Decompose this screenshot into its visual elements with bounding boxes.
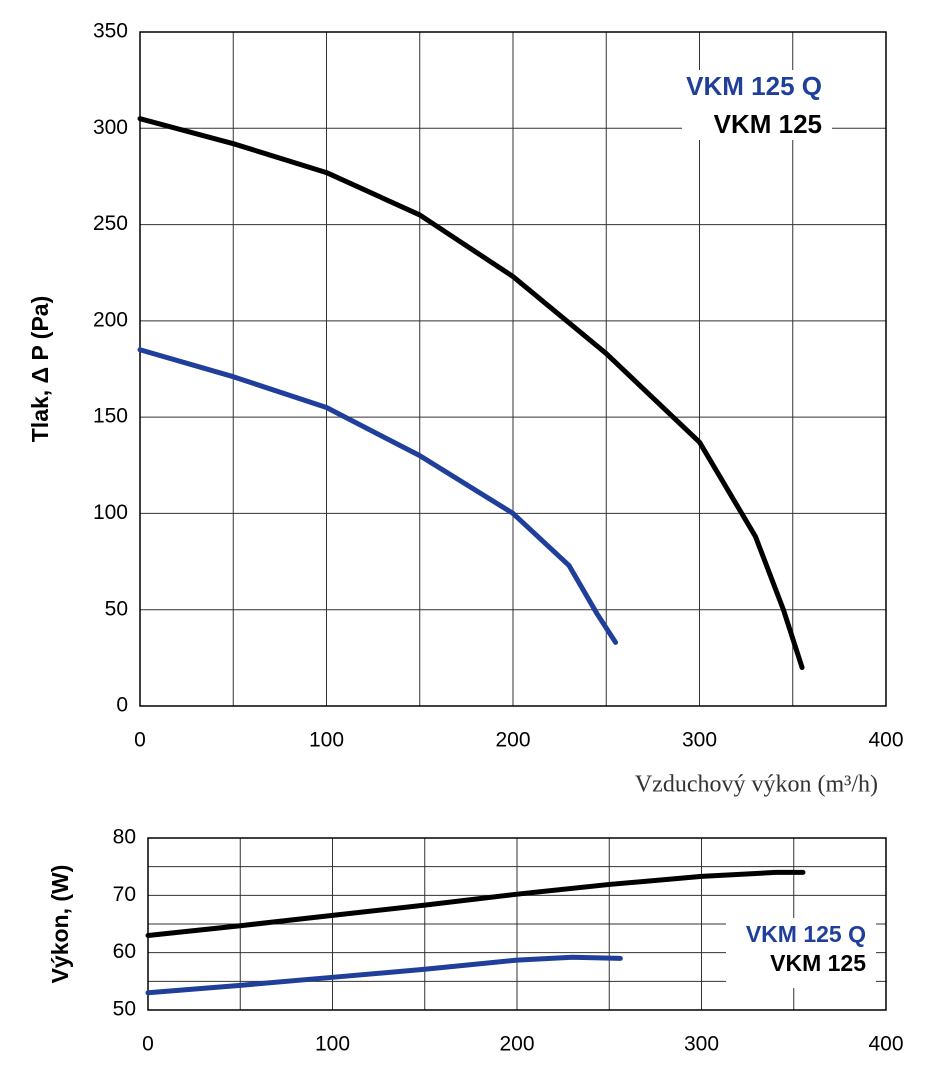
line-series xyxy=(145,869,806,938)
legend-box xyxy=(726,918,876,988)
x-tick-label: 400 xyxy=(868,729,903,752)
x-tick-label: 0 xyxy=(134,729,146,752)
y-tick-label: 350 xyxy=(93,20,128,43)
y-axis-label: Výkon, (W) xyxy=(47,865,73,984)
y-tick-label: 80 xyxy=(113,826,136,849)
x-tick-label: 100 xyxy=(315,1033,350,1056)
y-tick-label: 50 xyxy=(105,597,128,620)
y-tick-label: 70 xyxy=(113,883,136,906)
y-axis-label: Tlak, Δ P (Pa) xyxy=(27,296,53,443)
legend-label: VKM 125 xyxy=(714,109,822,139)
legend-label: VKM 125 Q xyxy=(686,71,822,101)
line-series xyxy=(145,954,623,996)
y-tick-label: 300 xyxy=(93,116,128,139)
y-tick-label: 60 xyxy=(113,940,136,963)
y-tick-label: 200 xyxy=(93,308,128,331)
legend-box xyxy=(682,70,832,140)
x-tick-label: 300 xyxy=(684,1033,719,1056)
y-tick-label: 50 xyxy=(113,998,136,1021)
x-axis-label: Vzduchový výkon (m³/h) xyxy=(635,772,878,798)
x-tick-label: 0 xyxy=(142,1033,154,1056)
y-tick-label: 0 xyxy=(116,694,128,717)
y-tick-label: 150 xyxy=(93,405,128,428)
legend-label: VKM 125 Q xyxy=(746,921,866,947)
legend-label: VKM 125 xyxy=(770,950,866,976)
y-tick-label: 100 xyxy=(93,501,128,524)
x-tick-label: 200 xyxy=(499,1033,534,1056)
x-tick-label: 200 xyxy=(495,729,530,752)
x-tick-label: 300 xyxy=(682,729,717,752)
plot-frame xyxy=(139,31,887,707)
plot-frame xyxy=(147,837,887,1011)
line-series xyxy=(137,116,805,670)
y-tick-label: 250 xyxy=(93,212,128,235)
x-tick-label: 100 xyxy=(309,729,344,752)
line-series xyxy=(137,347,619,645)
x-tick-label: 400 xyxy=(868,1033,903,1056)
